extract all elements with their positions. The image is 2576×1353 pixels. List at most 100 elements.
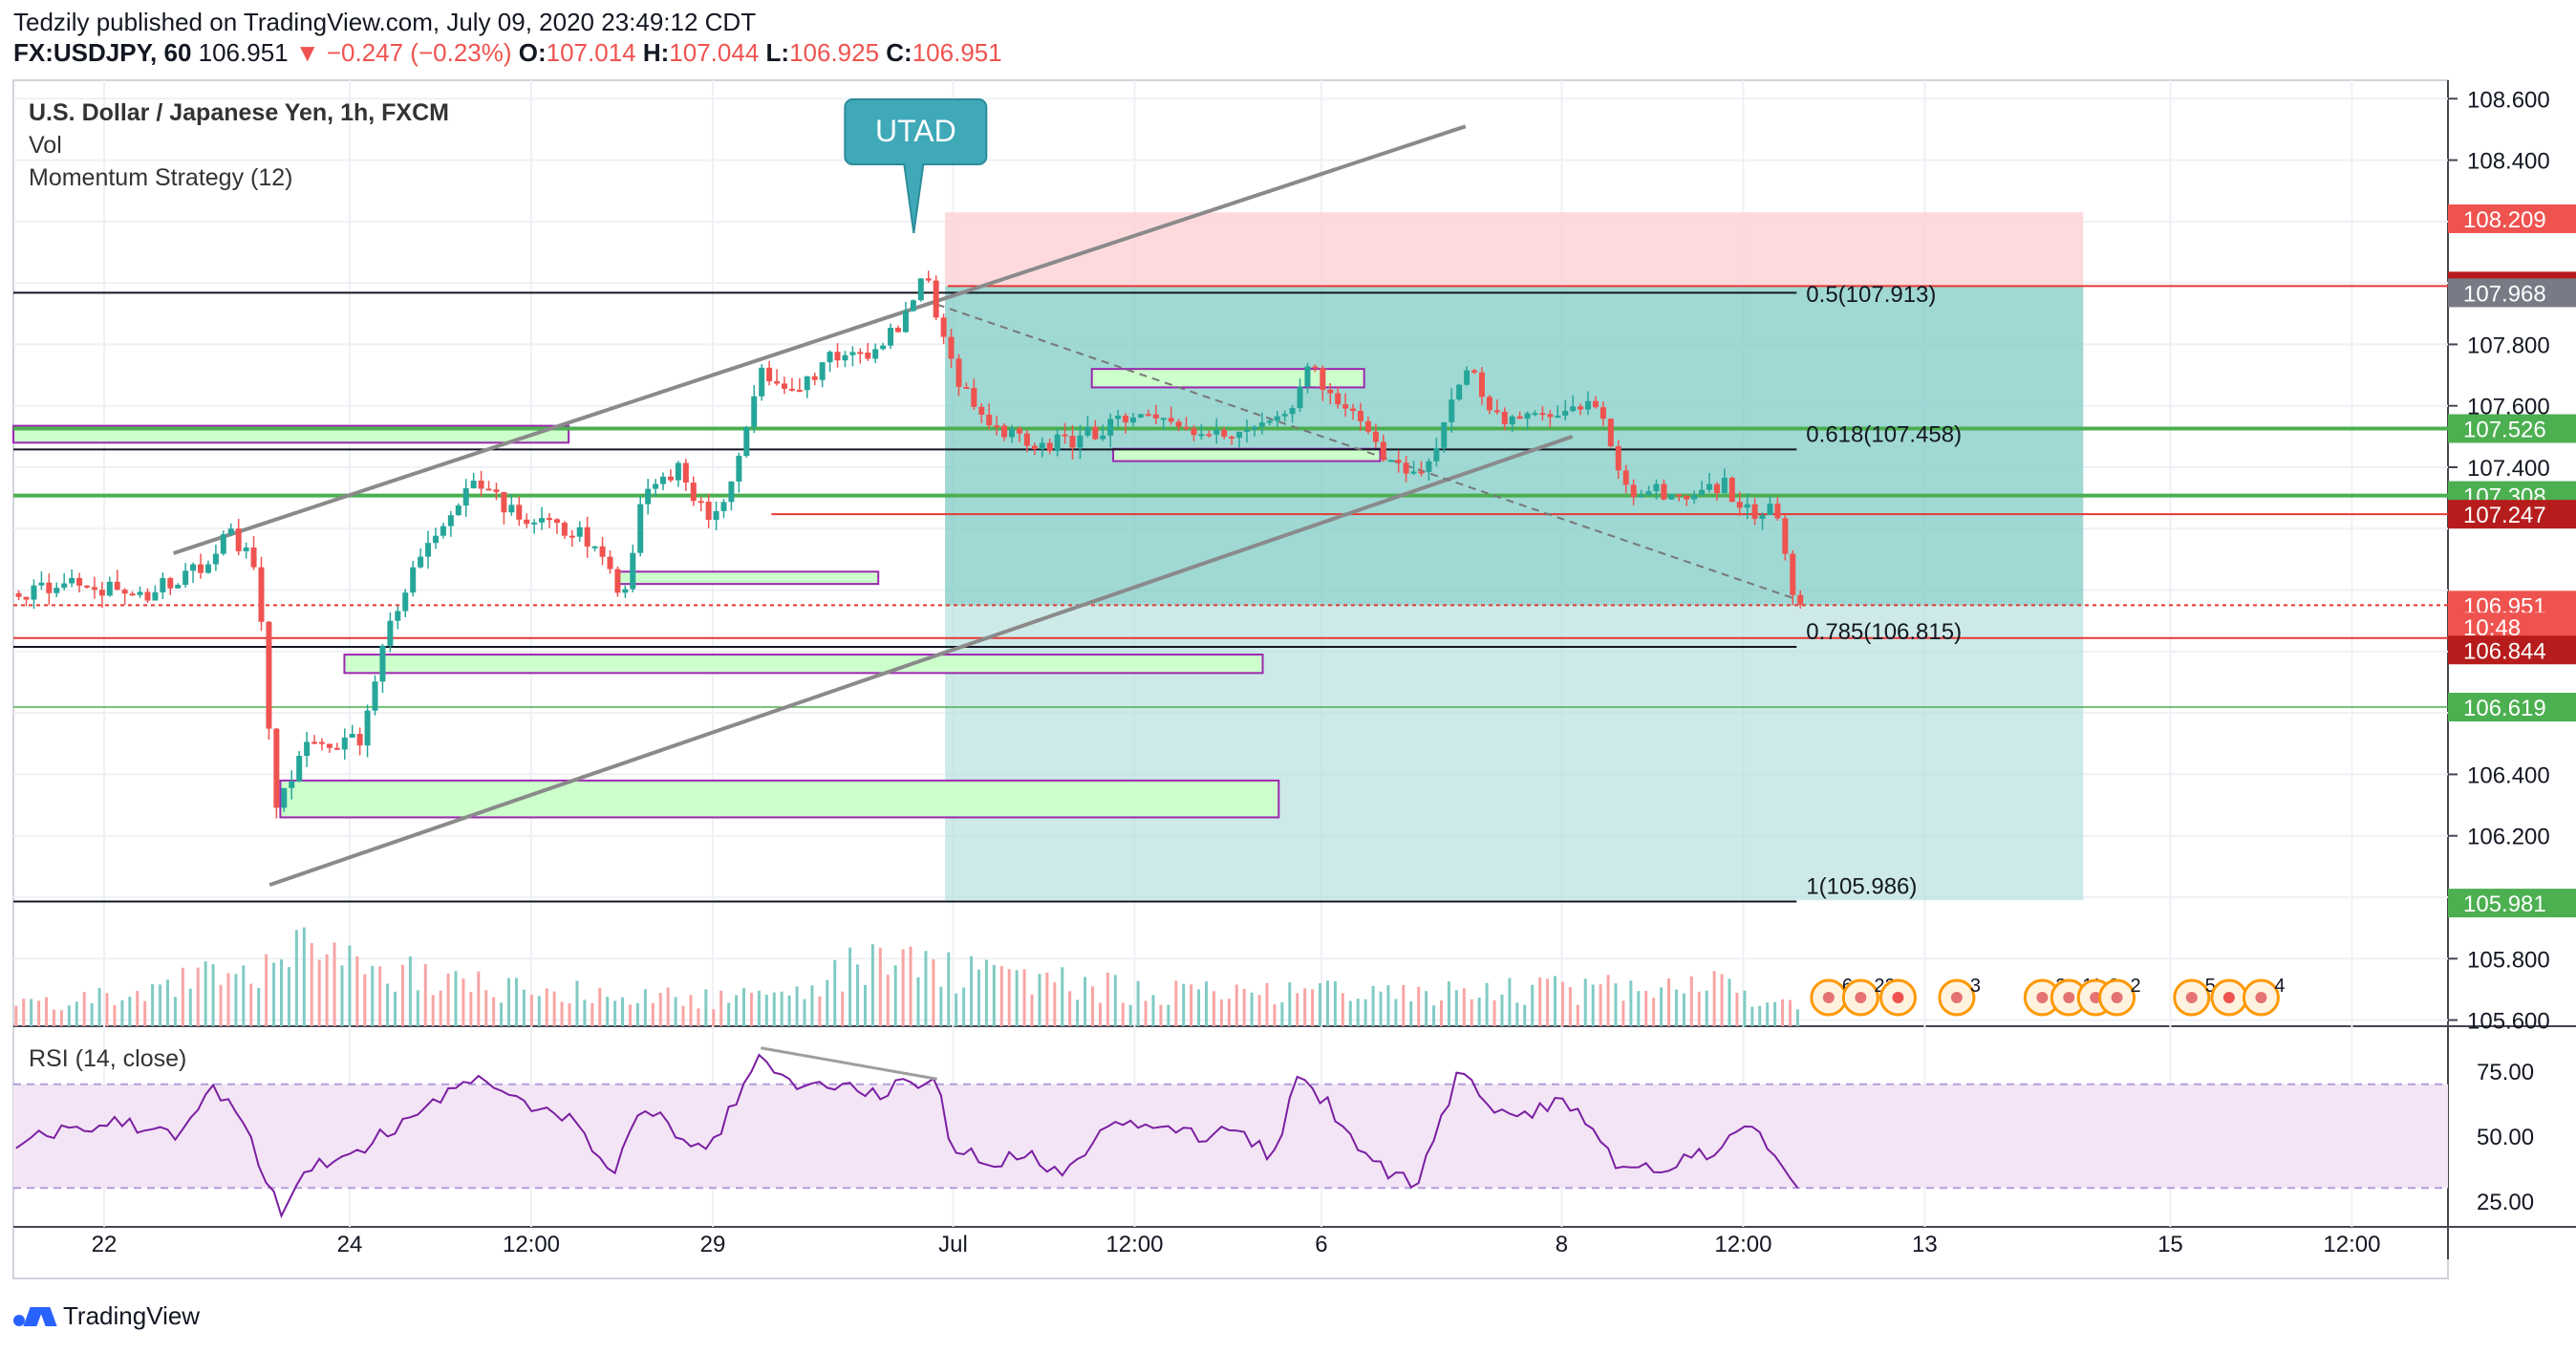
volume-bar: [515, 978, 518, 1026]
candle-body: [1259, 422, 1265, 426]
candle-body: [138, 591, 143, 594]
candle-body: [1661, 484, 1666, 500]
volume-bar: [394, 992, 397, 1026]
candle-body: [1404, 462, 1409, 473]
candle-body: [1600, 407, 1606, 419]
volume-bar: [174, 997, 177, 1026]
time-tick-label: 12:00: [1714, 1232, 1771, 1257]
volume-bar: [143, 1001, 146, 1026]
volume-legend: Vol: [29, 132, 62, 160]
volume-bar: [848, 948, 851, 1026]
candle-body: [949, 337, 955, 359]
candle-body: [471, 481, 477, 488]
candle-body: [835, 352, 841, 360]
event-count-label: 4: [2274, 976, 2285, 997]
price-tag-label: 105.981: [2463, 891, 2546, 917]
candle-body: [350, 734, 355, 738]
volume-bar: [1660, 987, 1663, 1026]
candle-body: [516, 505, 522, 519]
candle-body: [1198, 434, 1204, 436]
volume-bar: [1523, 1005, 1526, 1026]
candle-body: [978, 407, 984, 415]
candle-body: [1107, 419, 1113, 435]
volume-bar: [1038, 974, 1041, 1026]
volume-bar: [1364, 999, 1367, 1026]
candle-body: [1494, 410, 1500, 412]
volume-bar: [1789, 1000, 1792, 1026]
candle-body: [402, 592, 408, 611]
candle-body: [167, 578, 173, 589]
volume-bar: [590, 1003, 593, 1026]
volume-bar: [1190, 984, 1192, 1026]
candle-body: [365, 711, 371, 746]
volume-bar: [272, 963, 275, 1026]
volume-bar: [1357, 999, 1360, 1026]
volume-bar: [295, 930, 298, 1026]
candle-body: [827, 352, 833, 362]
candle-body: [660, 477, 666, 484]
candle-body: [107, 582, 113, 595]
volume-bar: [1561, 982, 1564, 1026]
volume-bar: [447, 974, 450, 1026]
volume-bar: [226, 974, 229, 1026]
volume-bar: [1743, 991, 1746, 1026]
volume-bar: [1698, 992, 1701, 1026]
candle-body: [1153, 415, 1159, 419]
demand-zone-box: [344, 655, 1262, 673]
tradingview-footer[interactable]: TradingView: [13, 1301, 200, 1331]
candle-body: [1616, 446, 1621, 470]
volume-bar: [1319, 983, 1321, 1026]
volume-bar: [1258, 995, 1261, 1026]
volume-bar: [303, 928, 306, 1026]
volume-bar: [917, 977, 920, 1026]
candle-body: [501, 492, 506, 512]
volume-bar: [1592, 984, 1595, 1026]
candle-body: [115, 582, 120, 590]
volume-bar: [1569, 987, 1572, 1026]
candle-body: [569, 536, 575, 538]
candle-body: [486, 488, 492, 490]
candle-body: [1790, 554, 1795, 595]
candle-body: [160, 578, 165, 592]
volume-bar: [902, 949, 905, 1026]
candle-body: [205, 565, 211, 573]
volume-bar: [697, 1008, 699, 1026]
candle-body: [456, 505, 462, 515]
utad-label: UTAD: [875, 114, 956, 148]
rsi-divergence-line: [761, 1048, 936, 1080]
candle-body: [653, 484, 658, 489]
volume-bar: [182, 968, 184, 1026]
volume-bar: [1213, 991, 1215, 1026]
volume-bar: [500, 1002, 503, 1026]
candle-body: [508, 505, 514, 512]
candle-body: [797, 390, 803, 392]
volume-bar: [1068, 991, 1071, 1026]
candle-body: [1699, 490, 1705, 495]
candle-body: [61, 584, 67, 589]
candle-body: [1213, 430, 1219, 435]
volume-bar: [348, 946, 351, 1026]
volume-bar: [1061, 967, 1063, 1026]
economic-event-icon: 5: [2175, 976, 2216, 1015]
candle-body: [1502, 412, 1508, 424]
candle-body: [304, 741, 310, 756]
candle-body: [1001, 425, 1007, 437]
economic-event-icon: [2212, 980, 2246, 1015]
candle-body: [1562, 411, 1568, 416]
candle-body: [1585, 401, 1591, 410]
volume-bar: [340, 965, 343, 1026]
volume-bar: [735, 995, 738, 1026]
volume-bar: [1683, 994, 1685, 1026]
volume-bar: [561, 1001, 564, 1026]
candle-body: [1077, 436, 1083, 448]
volume-bar: [1099, 1002, 1102, 1026]
volume-bar: [1402, 985, 1405, 1026]
time-tick-label: 8: [1556, 1232, 1568, 1257]
volume-bar: [742, 988, 745, 1026]
candle-body: [607, 557, 612, 569]
volume-bar: [1531, 985, 1534, 1026]
volume-bar: [879, 948, 882, 1026]
candle-body: [1631, 484, 1637, 497]
volume-bar: [492, 998, 495, 1026]
